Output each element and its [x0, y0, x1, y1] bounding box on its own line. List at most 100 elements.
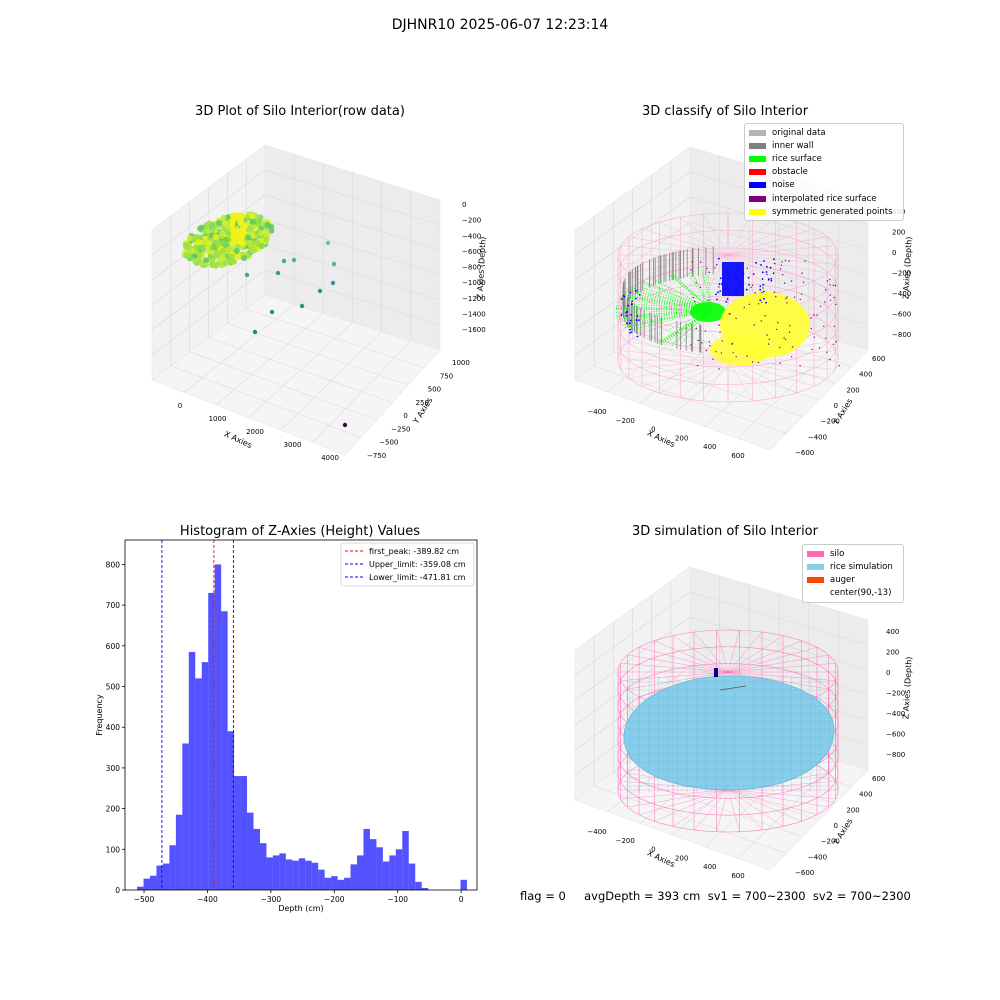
grid-line	[574, 591, 869, 676]
raw-point	[227, 246, 234, 253]
raw-point	[243, 230, 250, 236]
raw-point	[239, 238, 246, 245]
raw-point	[212, 262, 219, 269]
noise-point	[637, 319, 640, 322]
raw-point	[228, 238, 235, 245]
raw-point	[201, 226, 208, 233]
raw-point	[239, 233, 246, 240]
back-left-pane	[574, 566, 691, 801]
raw-point	[196, 252, 203, 259]
rice-surface-point	[618, 298, 713, 311]
simulation-y-tick-label: 600	[872, 775, 885, 783]
raw-point	[231, 258, 238, 265]
classify-x-tick-label: 400	[703, 443, 716, 451]
raw-y-tick-label: 500	[428, 386, 441, 394]
raw-point	[196, 244, 203, 251]
grid-line	[737, 340, 839, 439]
histogram-reference-lines	[161, 540, 234, 890]
raw-point	[208, 248, 215, 255]
raw-point	[229, 217, 236, 223]
raw-point	[258, 230, 265, 236]
silo-wireframe-ring	[617, 629, 839, 715]
raw-point	[249, 242, 256, 248]
raw-point	[206, 246, 213, 253]
silo-wireframe-spoke	[727, 758, 802, 791]
raw-point	[184, 252, 190, 259]
raw-point	[226, 237, 233, 244]
raw-point	[237, 212, 244, 219]
back-left-pane	[151, 144, 266, 381]
grid-line	[170, 365, 361, 438]
rice-surface-point	[657, 309, 713, 344]
interpolated-point	[777, 322, 779, 324]
raw-point	[236, 254, 243, 260]
noise-point	[629, 328, 631, 331]
raw-point	[233, 238, 240, 245]
noise-point	[629, 322, 631, 324]
interpolated-point	[766, 273, 768, 276]
raw-point	[238, 242, 245, 249]
raw-point	[261, 239, 268, 246]
raw-point	[242, 238, 249, 245]
raw-point	[196, 237, 203, 244]
raw-point	[213, 242, 220, 248]
silo-wireframe-ring	[617, 730, 839, 816]
raw-point	[215, 219, 222, 226]
raw-point	[252, 221, 259, 228]
raw-point	[209, 262, 216, 268]
interpolated-point	[789, 325, 791, 327]
raw-point	[244, 243, 251, 250]
floor-pane	[574, 716, 869, 871]
raw-point	[230, 227, 237, 234]
raw-point	[243, 242, 250, 249]
noise-point	[716, 298, 718, 301]
raw-point	[186, 240, 192, 247]
raw-point	[224, 214, 231, 221]
silo-wireframe-spoke	[627, 789, 729, 808]
raw-point	[196, 245, 203, 252]
raw-point	[231, 235, 238, 242]
raw-point	[195, 243, 202, 250]
raw-point	[234, 243, 241, 250]
legend-entry-label: first_peak: -389.82 cm	[369, 547, 459, 556]
rice-surface-point	[615, 305, 713, 311]
raw-y-tick-label: 250	[416, 399, 429, 407]
raw-point	[209, 222, 215, 229]
raw-point	[195, 257, 202, 264]
raw-point	[204, 243, 210, 250]
raw-point	[254, 230, 261, 237]
histogram-bar	[279, 853, 286, 890]
silo-wireframe-ring	[617, 697, 839, 782]
raw-point	[204, 232, 210, 239]
rice-surface-point	[677, 309, 713, 348]
histogram-bar	[285, 859, 293, 890]
raw-point	[231, 250, 237, 257]
raw-point	[252, 245, 259, 252]
raw-point	[188, 245, 195, 252]
rice-surface-point	[701, 270, 713, 311]
classify-silo-wireframe-spoke	[727, 350, 836, 361]
raw-point	[226, 229, 233, 236]
classify-y-tick-label: −400	[808, 433, 827, 441]
interpolated-point	[829, 278, 831, 281]
rice-surface-point	[621, 295, 713, 311]
histogram-bar	[227, 731, 235, 890]
raw-point	[252, 235, 258, 242]
rice-surface-point	[616, 309, 713, 318]
raw-point	[222, 236, 229, 243]
raw-point	[238, 229, 244, 236]
grid-line	[574, 221, 869, 306]
grid-line	[216, 313, 324, 406]
raw-point	[236, 229, 243, 236]
raw-point	[202, 235, 209, 242]
raw-point	[251, 245, 258, 252]
raw-point	[231, 235, 238, 242]
silo-wireframe-spoke	[672, 635, 729, 673]
raw-point	[218, 237, 225, 244]
raw-point	[240, 244, 247, 251]
raw-point	[226, 233, 233, 239]
silo-wireframe-spoke	[654, 758, 729, 791]
raw-point	[207, 244, 214, 251]
classify-silo-wireframe-spoke	[659, 359, 729, 394]
